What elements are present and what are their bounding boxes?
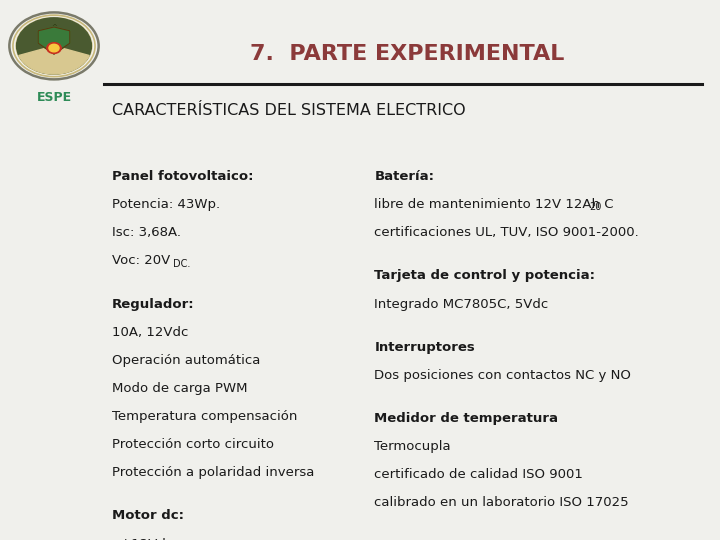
Text: libre de mantenimiento 12V 12Ah C: libre de mantenimiento 12V 12Ah C [374, 198, 614, 211]
Circle shape [17, 18, 91, 74]
Text: 10A, 12Vdc: 10A, 12Vdc [112, 326, 188, 339]
Text: Termocupla: Termocupla [374, 440, 451, 453]
Circle shape [49, 44, 59, 52]
Text: Panel fotovoltaico:: Panel fotovoltaico: [112, 170, 253, 183]
Text: DC.: DC. [173, 259, 190, 269]
Text: certificaciones UL, TUV, ISO 9001-2000.: certificaciones UL, TUV, ISO 9001-2000. [374, 226, 639, 239]
Text: ^: ^ [51, 24, 57, 30]
Text: Interruptores: Interruptores [374, 341, 475, 354]
Circle shape [17, 18, 91, 74]
Text: CARACTERÍSTICAS DEL SISTEMA ELECTRICO: CARACTERÍSTICAS DEL SISTEMA ELECTRICO [112, 103, 465, 118]
Text: Batería:: Batería: [374, 170, 434, 183]
Text: Medidor de temperatura: Medidor de temperatura [374, 412, 559, 425]
Text: Tarjeta de control y potencia:: Tarjeta de control y potencia: [374, 269, 595, 282]
Text: Protección a polaridad inversa: Protección a polaridad inversa [112, 466, 314, 479]
Text: ESPE: ESPE [37, 91, 71, 104]
Text: Motor dc:: Motor dc: [112, 509, 184, 522]
Text: Dos posiciones con contactos NC y NO: Dos posiciones con contactos NC y NO [374, 369, 631, 382]
Polygon shape [38, 27, 70, 54]
Text: Protección corto circuito: Protección corto circuito [112, 438, 274, 451]
Text: 7.  PARTE EXPERIMENTAL: 7. PARTE EXPERIMENTAL [250, 44, 564, 64]
Text: Operación automática: Operación automática [112, 354, 260, 367]
Text: Integrado MC7805C, 5Vdc: Integrado MC7805C, 5Vdc [374, 298, 549, 310]
Text: Isc: 3,68A.: Isc: 3,68A. [112, 226, 181, 239]
Wedge shape [19, 46, 89, 74]
Text: certificado de calidad ISO 9001: certificado de calidad ISO 9001 [374, 468, 583, 481]
Text: Modo de carga PWM: Modo de carga PWM [112, 382, 247, 395]
Text: 20: 20 [589, 202, 601, 213]
Text: +/-12Vdc: +/-12Vdc [112, 537, 174, 540]
Text: Potencia: 43Wp.: Potencia: 43Wp. [112, 198, 220, 211]
Text: Temperatura compensación: Temperatura compensación [112, 410, 297, 423]
Text: Voc: 20V: Voc: 20V [112, 254, 170, 267]
Text: Regulador:: Regulador: [112, 298, 194, 310]
Text: calibrado en un laboratorio ISO 17025: calibrado en un laboratorio ISO 17025 [374, 496, 629, 509]
Circle shape [47, 43, 61, 53]
